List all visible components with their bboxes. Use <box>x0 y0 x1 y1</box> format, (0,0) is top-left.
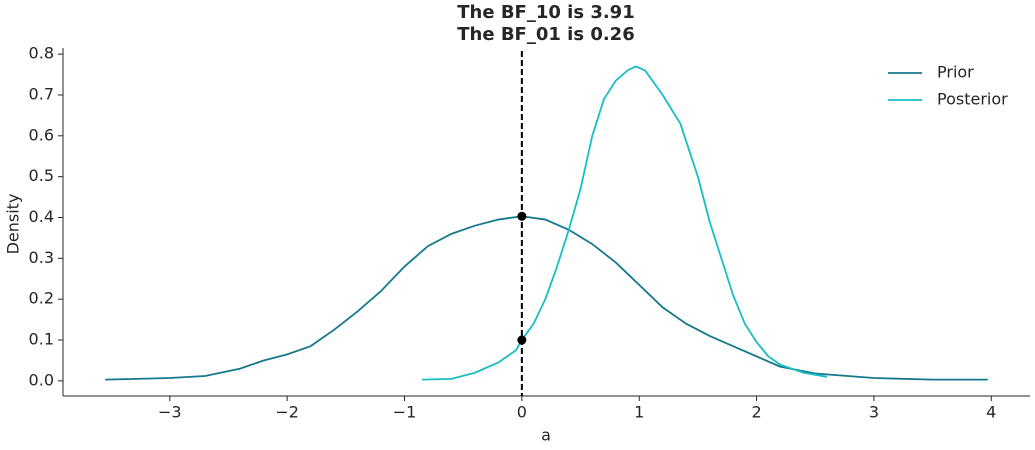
y-axis-label: Density <box>4 194 23 255</box>
chart-title: The BF_10 is 3.91 <box>457 2 634 23</box>
x-tick-label: 2 <box>751 403 761 422</box>
y-tick-label: 0.1 <box>29 330 54 349</box>
x-axis-label: a <box>541 426 551 445</box>
y-tick-label: 0.6 <box>29 125 54 144</box>
chart-title: The BF_01 is 0.26 <box>457 24 634 45</box>
y-tick-label: 0.3 <box>29 248 54 267</box>
legend-label: Prior <box>937 63 974 82</box>
x-tick-label: 0 <box>517 403 527 422</box>
point <box>517 211 527 221</box>
x-tick-label: −2 <box>275 403 299 422</box>
x-tick-label: −1 <box>393 403 417 422</box>
y-tick-label: 0.2 <box>29 289 54 308</box>
y-tick-label: 0.7 <box>29 84 54 103</box>
x-tick-label: 1 <box>634 403 644 422</box>
x-tick-label: 3 <box>869 403 879 422</box>
x-tick-label: 4 <box>986 403 996 422</box>
point <box>517 335 527 345</box>
y-tick-label: 0.8 <box>29 44 54 63</box>
y-tick-label: 0.5 <box>29 166 54 185</box>
y-tick-label: 0.0 <box>29 370 54 389</box>
x-tick-label: −3 <box>158 403 182 422</box>
y-tick-label: 0.4 <box>29 207 54 226</box>
legend-label: Posterior <box>937 90 1008 109</box>
